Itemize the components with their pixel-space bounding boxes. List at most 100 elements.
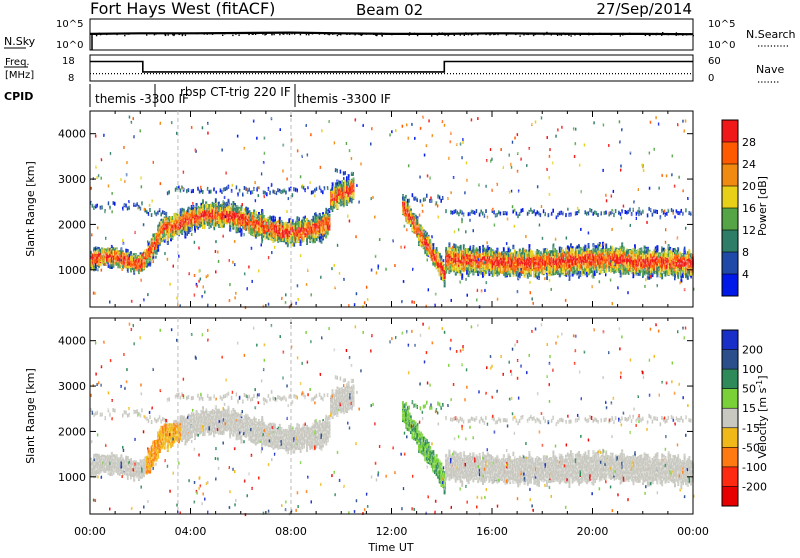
noise-right-tick-high: 10^5: [708, 19, 735, 30]
nsearch-point: [437, 34, 438, 35]
nsearch-point: [258, 33, 259, 34]
nsearch-point: [479, 33, 480, 34]
nsearch-point: [649, 33, 650, 34]
nsearch-point: [686, 34, 687, 35]
nsearch-point: [339, 33, 340, 34]
nsearch-point: [676, 32, 677, 33]
nsearch-point: [235, 33, 236, 34]
nsearch-point: [312, 33, 313, 34]
nsearch-point: [289, 34, 290, 35]
nsearch-point: [465, 32, 466, 33]
nsearch-point: [319, 33, 320, 34]
nsearch-point: [559, 34, 560, 35]
nsearch-point: [238, 35, 239, 36]
date-label: 27/Sep/2014: [596, 0, 692, 18]
cpid-label-1: themis -3300 IF: [95, 92, 189, 106]
nsearch-point: [329, 33, 330, 34]
nsearch-point: [652, 34, 653, 35]
nsearch-point: [676, 35, 677, 36]
nsearch-point: [534, 34, 535, 35]
noise-panel: 10^5 10^0 10^5 10^0: [56, 19, 735, 51]
nsearch-point: [546, 32, 547, 33]
nsearch-point: [99, 33, 100, 34]
nsearch-point: [624, 34, 625, 35]
nsearch-point: [552, 33, 553, 34]
nsearch-point: [441, 33, 442, 34]
nsearch-point: [588, 34, 589, 35]
nsearch-point: [603, 33, 604, 34]
nsearch-point: [183, 33, 184, 34]
nsearch-point: [466, 34, 467, 35]
nsearch-point: [595, 34, 596, 35]
nsearch-point: [403, 33, 404, 34]
nsearch-point: [262, 33, 263, 34]
nsearch-point: [155, 33, 156, 34]
nsearch-point: [519, 35, 520, 36]
nsearch-point: [551, 34, 552, 35]
nsearch-point: [324, 33, 325, 34]
freq-label: Freq.: [5, 57, 30, 68]
nsearch-point: [622, 33, 623, 34]
nsearch-point: [678, 34, 679, 35]
nsearch-point: [429, 34, 430, 35]
nsearch-point: [446, 34, 447, 35]
nsearch-point: [506, 34, 507, 35]
nsearch-point: [182, 35, 183, 36]
nsearch-point: [607, 33, 608, 34]
nsearch-point: [610, 34, 611, 35]
nsearch-point: [294, 33, 295, 34]
noise-right-tick-low: 10^0: [708, 40, 735, 51]
nsearch-point: [208, 33, 209, 34]
nsearch-point: [561, 34, 562, 35]
nsearch-point: [96, 34, 97, 35]
nsearch-point: [300, 34, 301, 35]
nsearch-point: [419, 34, 420, 35]
nsearch-point: [306, 34, 307, 35]
nsearch-point: [599, 33, 600, 34]
nsearch-point: [353, 33, 354, 34]
nsearch-point: [528, 34, 529, 35]
nsearch-point: [207, 33, 208, 34]
nsearch-point: [526, 33, 527, 34]
nsearch-point: [471, 34, 472, 35]
nsearch-point: [337, 35, 338, 36]
nsearch-point: [108, 33, 109, 34]
nsearch-point: [286, 33, 287, 34]
nsearch-point: [649, 35, 650, 36]
nsearch-point: [484, 33, 485, 34]
nsearch-point: [157, 33, 158, 34]
nsearch-point: [557, 35, 558, 36]
nsearch-point: [255, 34, 256, 35]
nsearch-point: [523, 34, 524, 35]
nsearch-point: [388, 33, 389, 34]
nsearch-point: [400, 33, 401, 34]
nsearch-point: [409, 32, 410, 33]
nsearch-point: [126, 33, 127, 34]
nsearch-point: [454, 35, 455, 36]
nsearch-point: [656, 33, 657, 34]
nsearch-point: [172, 34, 173, 35]
nsearch-point: [376, 34, 377, 35]
nsearch-point: [210, 33, 211, 34]
nsearch-point: [222, 35, 223, 36]
nsearch-point: [420, 33, 421, 34]
nsearch-point: [444, 34, 445, 35]
nsearch-point: [566, 34, 567, 35]
nsearch-point: [94, 34, 95, 35]
nsearch-point: [332, 34, 333, 35]
nsearch-point: [431, 34, 432, 35]
nsearch-point: [116, 34, 117, 35]
nsearch-point: [448, 35, 449, 36]
nsearch-point: [661, 35, 662, 36]
nsearch-point: [279, 34, 280, 35]
nsearch-point: [574, 34, 575, 35]
nsearch-point: [110, 33, 111, 34]
nsearch-point: [124, 35, 125, 36]
nsearch-point: [349, 34, 350, 35]
nsearch-point: [690, 33, 691, 34]
nsearch-point: [327, 33, 328, 34]
nsearch-point: [224, 33, 225, 34]
nsearch-point: [529, 33, 530, 34]
